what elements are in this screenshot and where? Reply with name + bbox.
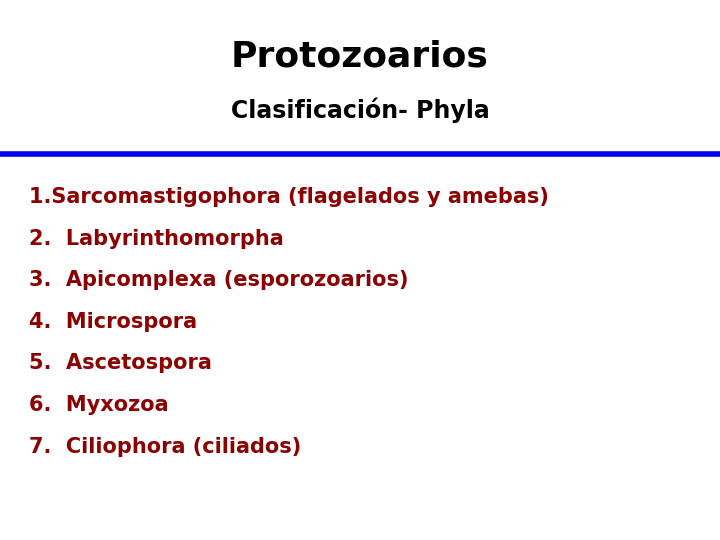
Text: 2.  Labyrinthomorpha: 2. Labyrinthomorpha — [29, 228, 284, 249]
Text: Clasificación- Phyla: Clasificación- Phyla — [230, 98, 490, 124]
Text: Protozoarios: Protozoarios — [231, 40, 489, 73]
Text: 5.  Ascetospora: 5. Ascetospora — [29, 353, 212, 374]
Text: 6.  Myxozoa: 6. Myxozoa — [29, 395, 168, 415]
Text: 4.  Microspora: 4. Microspora — [29, 312, 197, 332]
Text: 3.  Apicomplexa (esporozoarios): 3. Apicomplexa (esporozoarios) — [29, 270, 408, 291]
Text: 1.Sarcomastigophora (flagelados y amebas): 1.Sarcomastigophora (flagelados y amebas… — [29, 187, 549, 207]
Text: 7.  Ciliophora (ciliados): 7. Ciliophora (ciliados) — [29, 436, 301, 457]
